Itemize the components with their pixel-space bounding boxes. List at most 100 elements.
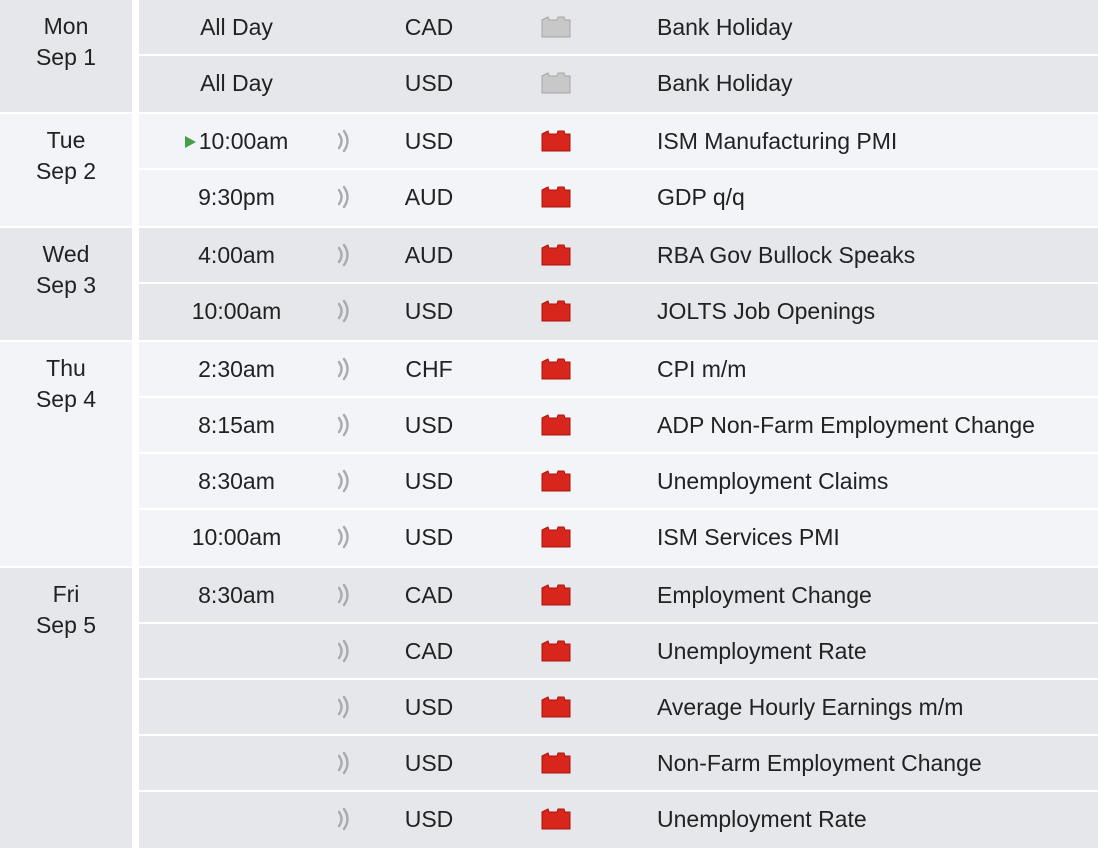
event-currency: USD	[404, 70, 454, 96]
sound-alert-icon[interactable]	[336, 510, 352, 564]
event-row[interactable]: 10:00am USD ISM Manufacturing PMI	[139, 114, 1098, 170]
event-time-cell: All Day	[139, 0, 334, 54]
event-title[interactable]: CPI m/m	[657, 356, 747, 382]
event-time: 8:30am	[198, 468, 275, 494]
event-currency: USD	[404, 524, 454, 550]
event-time: 9:30pm	[198, 184, 275, 210]
day-date-cell: Mon Sep 1	[0, 0, 139, 112]
event-row[interactable]: All Day CAD Bank Holiday	[139, 0, 1098, 56]
event-row[interactable]: 9:30pm AUD GDP q/q	[139, 170, 1098, 226]
event-title[interactable]: Unemployment Rate	[657, 638, 867, 664]
event-title[interactable]: ISM Manufacturing PMI	[657, 128, 898, 154]
event-row[interactable]: USD Non-Farm Employment Change	[139, 736, 1098, 792]
event-row[interactable]: USD Unemployment Rate	[139, 792, 1098, 848]
day-date-cell: Fri Sep 5	[0, 568, 139, 848]
event-currency: USD	[404, 128, 454, 154]
day-group: Fri Sep 5 8:30am CAD Employment Change CAD Une…	[0, 568, 1098, 848]
sound-alert-icon[interactable]	[336, 114, 352, 168]
event-row[interactable]: 10:00am USD JOLTS Job Openings	[139, 284, 1098, 340]
event-row[interactable]: 8:15am USD ADP Non-Farm Employment Change	[139, 398, 1098, 454]
sound-alert-icon[interactable]	[336, 624, 352, 678]
holiday-folder-icon[interactable]	[541, 0, 571, 54]
high-impact-folder-icon[interactable]	[541, 736, 571, 790]
event-row[interactable]: USD Average Hourly Earnings m/m	[139, 680, 1098, 736]
event-time: All Day	[200, 70, 273, 96]
event-time-cell: 10:00am	[139, 510, 334, 564]
sound-alert-icon[interactable]	[336, 398, 352, 452]
high-impact-folder-icon[interactable]	[541, 398, 571, 452]
event-time-cell: 4:00am	[139, 228, 334, 282]
event-row[interactable]: All Day USD Bank Holiday	[139, 56, 1098, 112]
holiday-folder-icon[interactable]	[541, 56, 571, 110]
high-impact-folder-icon[interactable]	[541, 284, 571, 338]
event-title[interactable]: Non-Farm Employment Change	[657, 750, 982, 776]
high-impact-folder-icon[interactable]	[541, 624, 571, 678]
day-weekday: Tue	[46, 127, 86, 153]
high-impact-folder-icon[interactable]	[541, 680, 571, 734]
high-impact-folder-icon[interactable]	[541, 568, 571, 622]
event-title[interactable]: Unemployment Claims	[657, 468, 889, 494]
high-impact-folder-icon[interactable]	[541, 342, 571, 396]
event-row[interactable]: 8:30am USD Unemployment Claims	[139, 454, 1098, 510]
day-weekday: Mon	[43, 13, 89, 39]
event-currency: AUD	[404, 184, 454, 210]
sound-alert-icon[interactable]	[336, 284, 352, 338]
high-impact-folder-icon[interactable]	[541, 792, 571, 846]
sound-alert-icon[interactable]	[336, 792, 352, 846]
event-title[interactable]: Average Hourly Earnings m/m	[657, 694, 964, 720]
event-title[interactable]: ADP Non-Farm Employment Change	[657, 412, 1035, 438]
event-time-cell: 2:30am	[139, 342, 334, 396]
event-time-cell: 8:15am	[139, 398, 334, 452]
event-time-cell: 10:00am	[139, 284, 334, 338]
day-date: Sep 3	[35, 272, 97, 298]
high-impact-folder-icon[interactable]	[541, 510, 571, 564]
event-currency: CAD	[404, 14, 454, 40]
next-event-arrow-icon	[184, 136, 196, 148]
event-row[interactable]: 10:00am USD ISM Services PMI	[139, 510, 1098, 566]
event-row[interactable]: 2:30am CHF CPI m/m	[139, 342, 1098, 398]
event-title[interactable]: GDP q/q	[657, 184, 745, 210]
event-title[interactable]: JOLTS Job Openings	[657, 298, 876, 324]
day-group: Tue Sep 2 10:00am USD ISM Manufacturing PMI 9…	[0, 114, 1098, 228]
day-group: Mon Sep 1 All Day CAD Bank Holiday All Day USD…	[0, 0, 1098, 114]
event-time: 4:00am	[198, 242, 275, 268]
event-title[interactable]: Bank Holiday	[657, 70, 793, 96]
day-date: Sep 4	[35, 386, 97, 412]
sound-alert-icon[interactable]	[336, 568, 352, 622]
event-row[interactable]: CAD Unemployment Rate	[139, 624, 1098, 680]
event-title[interactable]: Bank Holiday	[657, 14, 793, 40]
event-title[interactable]: RBA Gov Bullock Speaks	[657, 242, 916, 268]
high-impact-folder-icon[interactable]	[541, 228, 571, 282]
day-date-cell: Thu Sep 4	[0, 342, 139, 566]
sound-alert-icon[interactable]	[336, 454, 352, 508]
event-currency: USD	[404, 750, 454, 776]
event-title[interactable]: Unemployment Rate	[657, 806, 867, 832]
sound-alert-icon[interactable]	[336, 228, 352, 282]
sound-alert-icon[interactable]	[336, 736, 352, 790]
day-date: Sep 1	[35, 44, 97, 70]
event-row[interactable]: 8:30am CAD Employment Change	[139, 568, 1098, 624]
high-impact-folder-icon[interactable]	[541, 170, 571, 224]
event-currency: USD	[404, 806, 454, 832]
day-weekday: Fri	[52, 581, 80, 607]
event-time-cell: 8:30am	[139, 454, 334, 508]
event-title[interactable]: Employment Change	[657, 582, 872, 608]
event-time: 10:00am	[198, 128, 289, 154]
sound-alert-icon[interactable]	[336, 342, 352, 396]
event-row[interactable]: 4:00am AUD RBA Gov Bullock Speaks	[139, 228, 1098, 284]
day-weekday: Thu	[46, 355, 86, 381]
day-group: Thu Sep 4 2:30am CHF CPI m/m 8:15am USD ADP Non…	[0, 342, 1098, 568]
sound-alert-icon[interactable]	[336, 170, 352, 224]
event-currency: USD	[404, 468, 454, 494]
day-date: Sep 5	[35, 612, 97, 638]
event-currency: USD	[404, 694, 454, 720]
event-title[interactable]: ISM Services PMI	[657, 524, 840, 550]
event-currency: USD	[404, 412, 454, 438]
high-impact-folder-icon[interactable]	[541, 114, 571, 168]
day-events: 8:30am CAD Employment Change CAD Unemploymen…	[139, 568, 1098, 848]
sound-alert-icon[interactable]	[336, 680, 352, 734]
event-currency: CAD	[404, 638, 454, 664]
day-date-cell: Wed Sep 3	[0, 228, 139, 340]
high-impact-folder-icon[interactable]	[541, 454, 571, 508]
day-events: All Day CAD Bank Holiday All Day USD Bank Hol…	[139, 0, 1098, 112]
